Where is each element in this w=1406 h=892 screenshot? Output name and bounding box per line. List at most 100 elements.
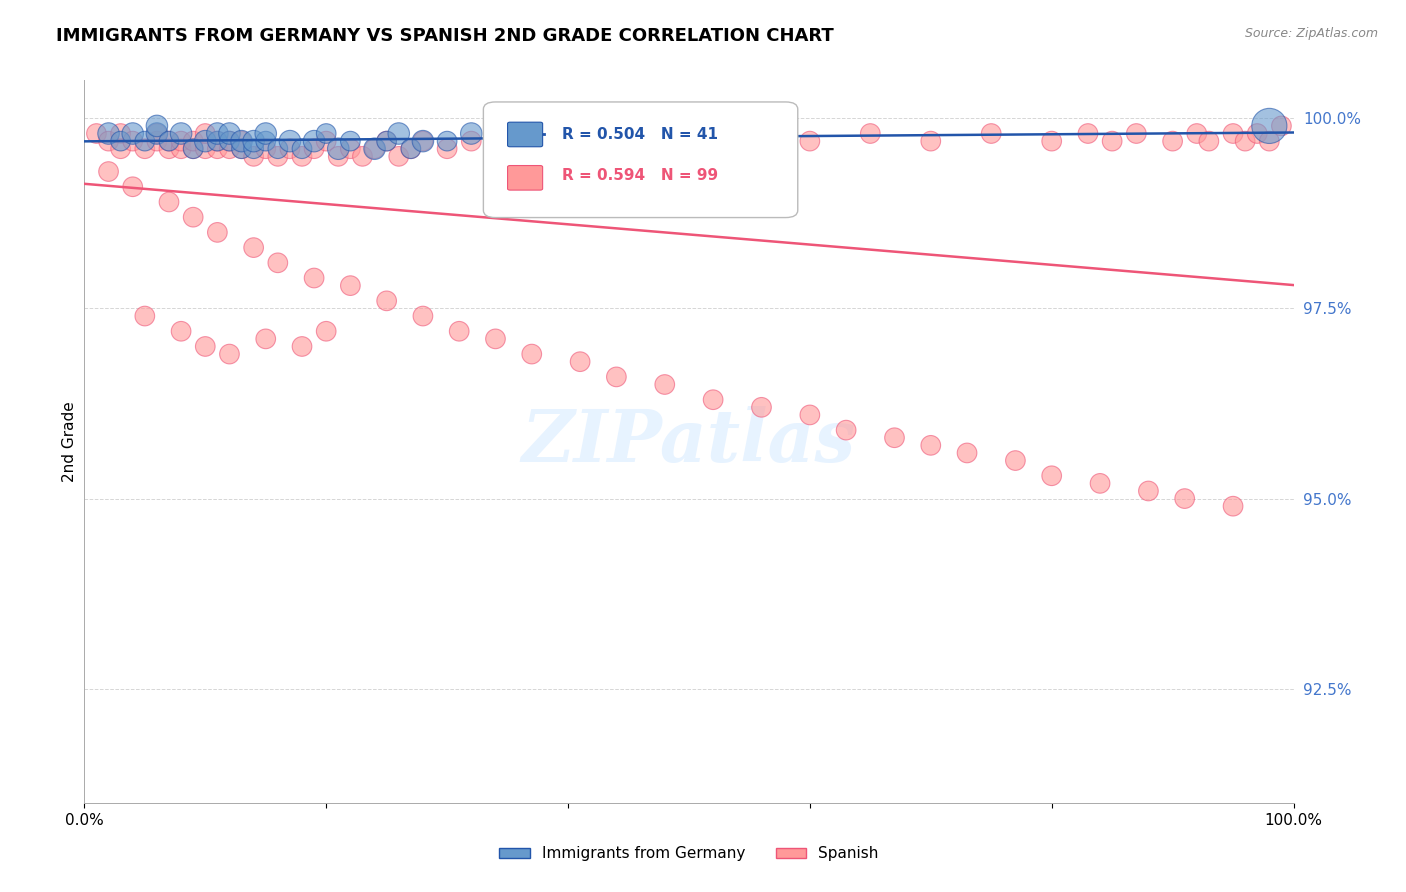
Point — [412, 309, 434, 323]
Point — [460, 134, 482, 148]
Point — [1161, 134, 1184, 148]
Point — [339, 142, 361, 156]
Point — [1270, 119, 1292, 133]
Point — [533, 127, 555, 141]
Point — [593, 134, 616, 148]
Point — [315, 324, 337, 338]
Point — [920, 134, 942, 148]
Point — [207, 127, 229, 141]
Point — [460, 127, 482, 141]
Point — [181, 142, 204, 156]
Point — [207, 134, 229, 148]
Point — [835, 423, 858, 437]
Point — [363, 142, 385, 156]
Point — [267, 149, 290, 163]
Point — [859, 127, 882, 141]
Point — [1222, 127, 1244, 141]
Point — [291, 142, 314, 156]
Point — [363, 142, 385, 156]
Point — [302, 271, 325, 285]
Point — [617, 127, 640, 141]
FancyBboxPatch shape — [508, 166, 543, 190]
Point — [254, 134, 277, 148]
Point — [641, 142, 664, 156]
Point — [1101, 134, 1123, 148]
Point — [352, 149, 374, 163]
Point — [557, 142, 579, 156]
Point — [134, 134, 156, 148]
Point — [302, 142, 325, 156]
Point — [678, 134, 700, 148]
Point — [267, 142, 290, 156]
Text: IMMIGRANTS FROM GERMANY VS SPANISH 2ND GRADE CORRELATION CHART: IMMIGRANTS FROM GERMANY VS SPANISH 2ND G… — [56, 27, 834, 45]
Point — [218, 127, 240, 141]
Point — [181, 142, 204, 156]
Point — [157, 134, 180, 148]
Point — [207, 226, 229, 240]
Point — [134, 309, 156, 323]
Point — [170, 134, 193, 148]
Point — [702, 392, 724, 407]
Point — [557, 134, 579, 148]
Text: R = 0.504   N = 41: R = 0.504 N = 41 — [562, 127, 718, 142]
Point — [157, 134, 180, 148]
Point — [157, 194, 180, 209]
Point — [134, 142, 156, 156]
Point — [920, 438, 942, 452]
Point — [1125, 127, 1147, 141]
Point — [302, 134, 325, 148]
Point — [399, 142, 422, 156]
Point — [218, 347, 240, 361]
Point — [375, 293, 398, 308]
Point — [339, 278, 361, 293]
Point — [484, 332, 506, 346]
Point — [738, 127, 761, 141]
FancyBboxPatch shape — [508, 122, 543, 147]
Point — [157, 142, 180, 156]
Point — [496, 142, 519, 156]
Point — [1137, 483, 1160, 498]
Point — [218, 134, 240, 148]
Point — [170, 142, 193, 156]
Point — [278, 134, 301, 148]
Point — [375, 134, 398, 148]
Point — [388, 149, 411, 163]
Point — [375, 134, 398, 148]
Point — [1198, 134, 1220, 148]
Point — [170, 324, 193, 338]
Point — [533, 134, 555, 148]
Point — [231, 142, 253, 156]
Point — [315, 127, 337, 141]
Point — [254, 332, 277, 346]
Point — [399, 142, 422, 156]
Point — [412, 134, 434, 148]
Point — [97, 164, 120, 178]
Point — [654, 377, 676, 392]
Point — [242, 241, 264, 255]
Point — [883, 431, 905, 445]
Point — [146, 127, 169, 141]
Point — [181, 134, 204, 148]
Point — [339, 134, 361, 148]
Point — [291, 339, 314, 353]
Point — [267, 256, 290, 270]
Point — [738, 127, 761, 141]
Point — [278, 142, 301, 156]
Point — [328, 142, 350, 156]
Point — [449, 324, 471, 338]
Point — [291, 149, 314, 163]
Point — [146, 119, 169, 133]
Point — [194, 127, 217, 141]
Point — [146, 134, 169, 148]
Text: Source: ZipAtlas.com: Source: ZipAtlas.com — [1244, 27, 1378, 40]
Point — [97, 127, 120, 141]
Point — [181, 210, 204, 224]
Point — [1246, 127, 1268, 141]
Point — [110, 142, 132, 156]
Point — [194, 142, 217, 156]
Point — [110, 134, 132, 148]
Point — [1222, 499, 1244, 513]
Point — [315, 134, 337, 148]
Point — [799, 408, 821, 422]
Point — [121, 179, 143, 194]
